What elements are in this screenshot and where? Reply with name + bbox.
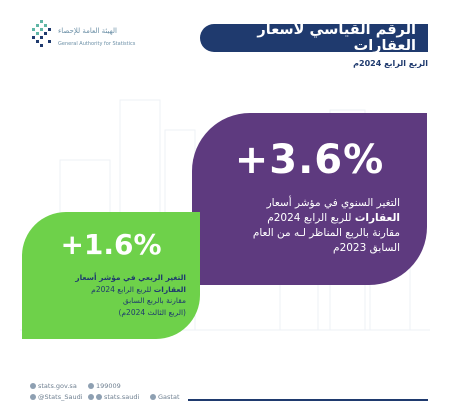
quarterly-change-card <box>22 212 200 339</box>
facebook-icon <box>96 394 102 400</box>
globe-icon <box>30 383 36 389</box>
quarterly-change-line4: (الربع الثالث 2024م) <box>118 307 186 317</box>
quarterly-change-line1: التغير الربعي في مؤشر أسعار <box>75 273 186 282</box>
quarterly-change-line2-bold: العقارات <box>153 284 186 294</box>
annual-change-line1: التغير السنوي في مؤشر أسعار <box>266 197 400 209</box>
annual-change-line3: مقارنة بالربع المناظر لـه من العام <box>252 227 400 239</box>
annual-change-line2-bold: العقارات <box>354 212 400 224</box>
annual-change-description: التغير السنوي في مؤشر أسعار العقارات للر… <box>205 196 400 256</box>
footer-phone-text: 199009 <box>96 382 121 390</box>
footer-twitter-text: @Stats_Saudi <box>38 393 83 401</box>
page-subtitle: الربع الرابع 2024م <box>353 59 428 68</box>
quarterly-change-line2: العقارات للربع الرابع 2024م <box>36 284 186 296</box>
gastat-logo-icon <box>32 20 51 47</box>
footer-divider <box>188 399 428 401</box>
quarterly-change-description: التغير الربعي في مؤشر أسعار العقارات للر… <box>36 272 186 318</box>
logo-english-name: General Authority for Statistics <box>58 41 136 47</box>
footer-website-text: stats.gov.sa <box>38 382 77 390</box>
footer-twitter[interactable]: @Stats_Saudi <box>30 393 100 401</box>
phone-icon <box>88 383 94 389</box>
quarterly-change-line3: مقارنة بالربع السابق <box>122 296 186 305</box>
instagram-icon <box>88 394 94 400</box>
annual-change-line4: السابق 2023م <box>333 242 400 254</box>
annual-change-line2: العقارات للربع الرابع 2024م <box>205 211 400 226</box>
page-title: الرقم القياسي لأسعار العقارات <box>200 22 428 54</box>
quarterly-change-value: +1.6% <box>60 228 162 261</box>
footer-app-text: Gastat <box>158 393 180 401</box>
annual-change-card <box>192 113 427 285</box>
annual-change-line2-rest: للربع الرابع 2024م <box>267 212 355 224</box>
logo-arabic-name: الهيئة العامة للإحصاء <box>58 27 117 35</box>
x-twitter-icon <box>30 394 36 400</box>
footer-social[interactable]: stats.saudi <box>88 393 158 401</box>
footer-phone[interactable]: 199009 <box>88 382 148 390</box>
annual-change-value: +3.6% <box>234 137 385 183</box>
quarterly-change-line2-rest: للربع الرابع 2024م <box>91 284 154 294</box>
footer-app[interactable]: Gastat <box>150 393 200 401</box>
footer-website[interactable]: stats.gov.sa <box>30 382 110 390</box>
app-icon <box>150 394 156 400</box>
footer-social-text: stats.saudi <box>104 393 140 401</box>
